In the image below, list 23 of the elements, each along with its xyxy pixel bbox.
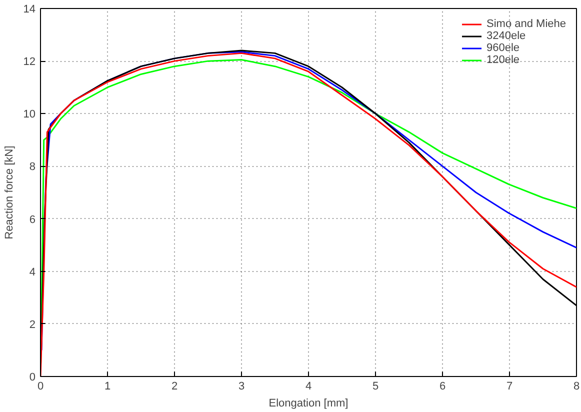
- x-axis-title: Elongation [mm]: [268, 398, 348, 410]
- y-tick-label: 10: [23, 108, 36, 121]
- x-tick-label: 5: [372, 380, 379, 392]
- y-tick-label: 2: [29, 318, 36, 331]
- x-tick-label: 7: [506, 380, 513, 392]
- x-tick-label: 2: [171, 380, 178, 392]
- y-tick-label: 12: [23, 56, 36, 68]
- x-tick-label: 4: [305, 380, 312, 392]
- y-axis-title: Reaction force [kN]: [3, 146, 16, 240]
- x-tick-label: 0: [37, 380, 44, 392]
- legend-label: 960ele: [486, 42, 520, 54]
- y-tick-label: 0: [29, 372, 36, 384]
- y-tick-label: 4: [29, 266, 36, 278]
- x-tick-label: 8: [573, 380, 580, 392]
- y-tick-label: 14: [23, 4, 36, 16]
- x-tick-label: 1: [104, 380, 111, 392]
- y-tick-label: 8: [29, 161, 36, 174]
- legend-label: 120ele: [486, 54, 520, 66]
- x-tick-label: 3: [238, 380, 245, 392]
- y-tick-label: 6: [29, 214, 36, 226]
- legend-label: Simo and Miehe: [486, 18, 566, 30]
- legend-label: 3240ele: [486, 30, 526, 42]
- x-tick-label: 6: [439, 380, 446, 392]
